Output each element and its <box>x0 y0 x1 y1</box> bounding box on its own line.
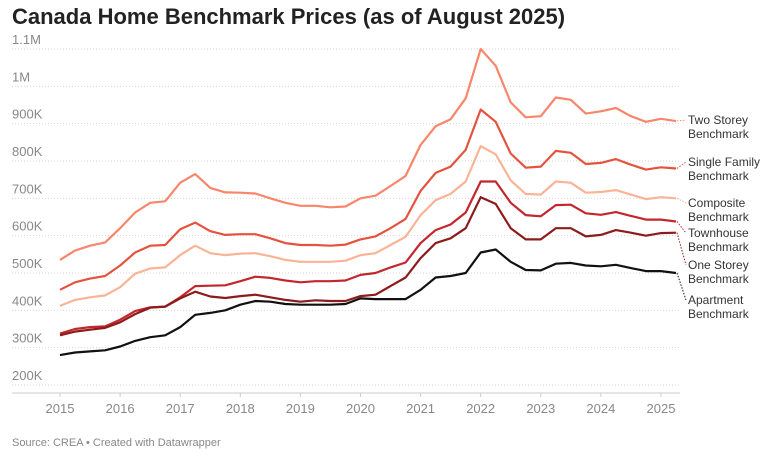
series-line <box>59 47 677 261</box>
legend-label: Townhouse Benchmark <box>688 226 749 254</box>
legend-label: Composite Benchmark <box>688 196 749 224</box>
chart-title: Canada Home Benchmark Prices (as of Augu… <box>12 4 566 29</box>
series-line <box>59 180 677 335</box>
label-connector <box>676 221 687 234</box>
y-tick-label: 600K <box>12 219 43 234</box>
x-tick-label: 2023 <box>526 401 555 416</box>
x-tick-label: 2020 <box>346 401 375 416</box>
x-tick-label: 2022 <box>466 401 495 416</box>
label-connector <box>676 272 687 301</box>
label-connector <box>676 119 687 122</box>
legend-label: Apartment Benchmark <box>688 293 749 321</box>
series-line <box>59 108 677 291</box>
x-tick-label: 2018 <box>226 401 255 416</box>
label-connector <box>676 197 687 204</box>
series-line <box>59 196 677 337</box>
label-connector <box>676 232 687 266</box>
x-tick-label: 2025 <box>647 401 676 416</box>
y-tick-label: 800K <box>12 144 43 159</box>
y-tick-label: 1M <box>12 69 30 84</box>
y-tick-label: 500K <box>12 256 43 271</box>
x-tick-label: 2024 <box>586 401 615 416</box>
y-tick-label: 900K <box>12 107 43 122</box>
y-tick-label: 700K <box>12 181 43 196</box>
legend-label: Two Storey Benchmark <box>688 113 749 141</box>
x-tick-label: 2017 <box>166 401 195 416</box>
series-line <box>59 248 677 357</box>
y-tick-label: 300K <box>12 331 43 346</box>
x-tick-label: 2015 <box>46 401 75 416</box>
legend-label: One Storey Benchmark <box>688 258 749 286</box>
y-tick-label: 200K <box>12 368 43 383</box>
label-connector <box>676 161 687 169</box>
legend-label: Single Family Benchmark <box>688 155 761 183</box>
x-tick-label: 2021 <box>406 401 435 416</box>
source-note: Source: CREA • Created with Datawrapper <box>12 437 221 449</box>
x-tick-label: 2016 <box>106 401 135 416</box>
series-line <box>59 145 677 307</box>
y-tick-label: 1.1M <box>12 32 41 47</box>
x-tick-label: 2019 <box>286 401 315 416</box>
y-tick-label: 400K <box>12 293 43 308</box>
